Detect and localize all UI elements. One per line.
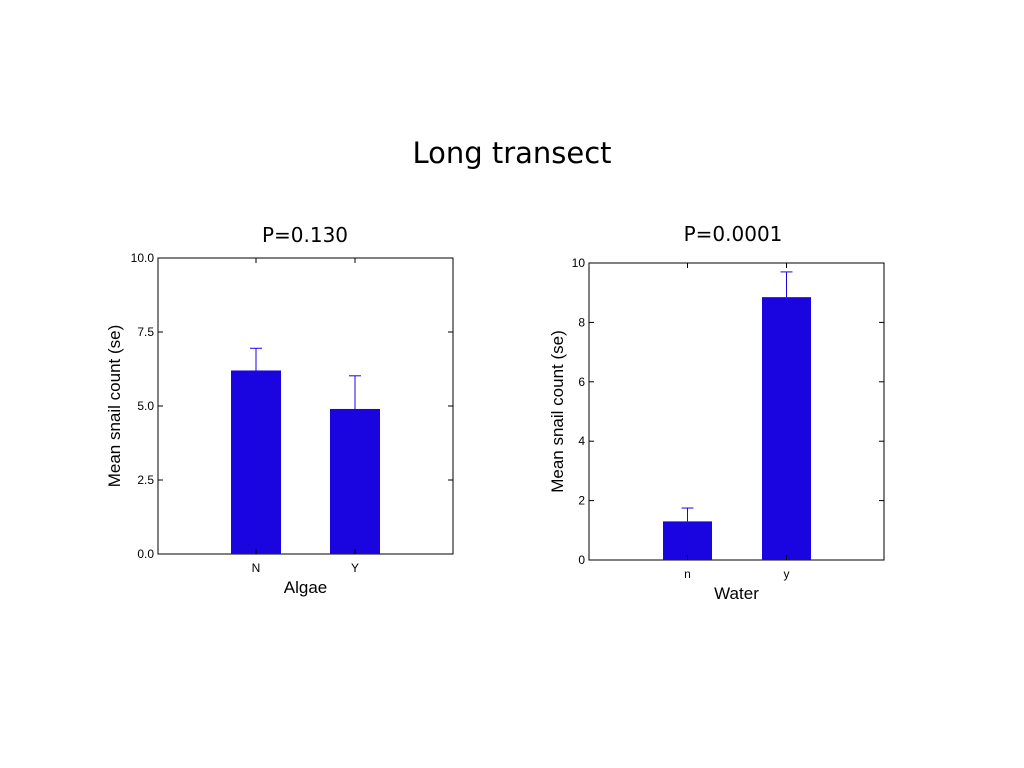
algae-x-axis-label: Algae (284, 578, 327, 597)
algae-x-tick-label: Y (351, 561, 359, 575)
algae-bar-Y (330, 408, 380, 554)
water-x-axis-label: Water (714, 584, 759, 603)
water-chart-title: P=0.0001 (683, 222, 783, 246)
water-y-tick-label: 10 (572, 256, 586, 270)
water-bar-n (663, 521, 712, 560)
water-y-tick-label: 0 (578, 553, 585, 567)
water-y-tick-label: 8 (578, 315, 585, 329)
algae-bar-N (231, 370, 281, 554)
water-y-tick-label: 2 (578, 494, 585, 508)
water-y-tick-label: 6 (578, 375, 585, 389)
algae-y-axis-label: Mean snail count (se) (105, 325, 124, 488)
slide-title: Long transect (412, 136, 612, 170)
water-x-tick-label: y (784, 567, 790, 581)
algae-chart-title: P=0.130 (261, 223, 349, 247)
water-bar-y (762, 297, 811, 560)
algae-y-tick-label: 0.0 (137, 547, 154, 561)
algae-x-tick-label: N (252, 561, 261, 575)
algae-y-tick-label: 10.0 (131, 251, 155, 265)
water-x-tick-label: n (684, 567, 691, 581)
algae-y-tick-label: 7.5 (137, 325, 154, 339)
algae-y-tick-label: 5.0 (137, 399, 154, 413)
water-y-axis-label: Mean snail count (se) (548, 330, 567, 493)
water-y-tick-label: 4 (578, 434, 585, 448)
algae-y-tick-label: 2.5 (137, 473, 154, 487)
water-plot-frame (588, 262, 885, 561)
